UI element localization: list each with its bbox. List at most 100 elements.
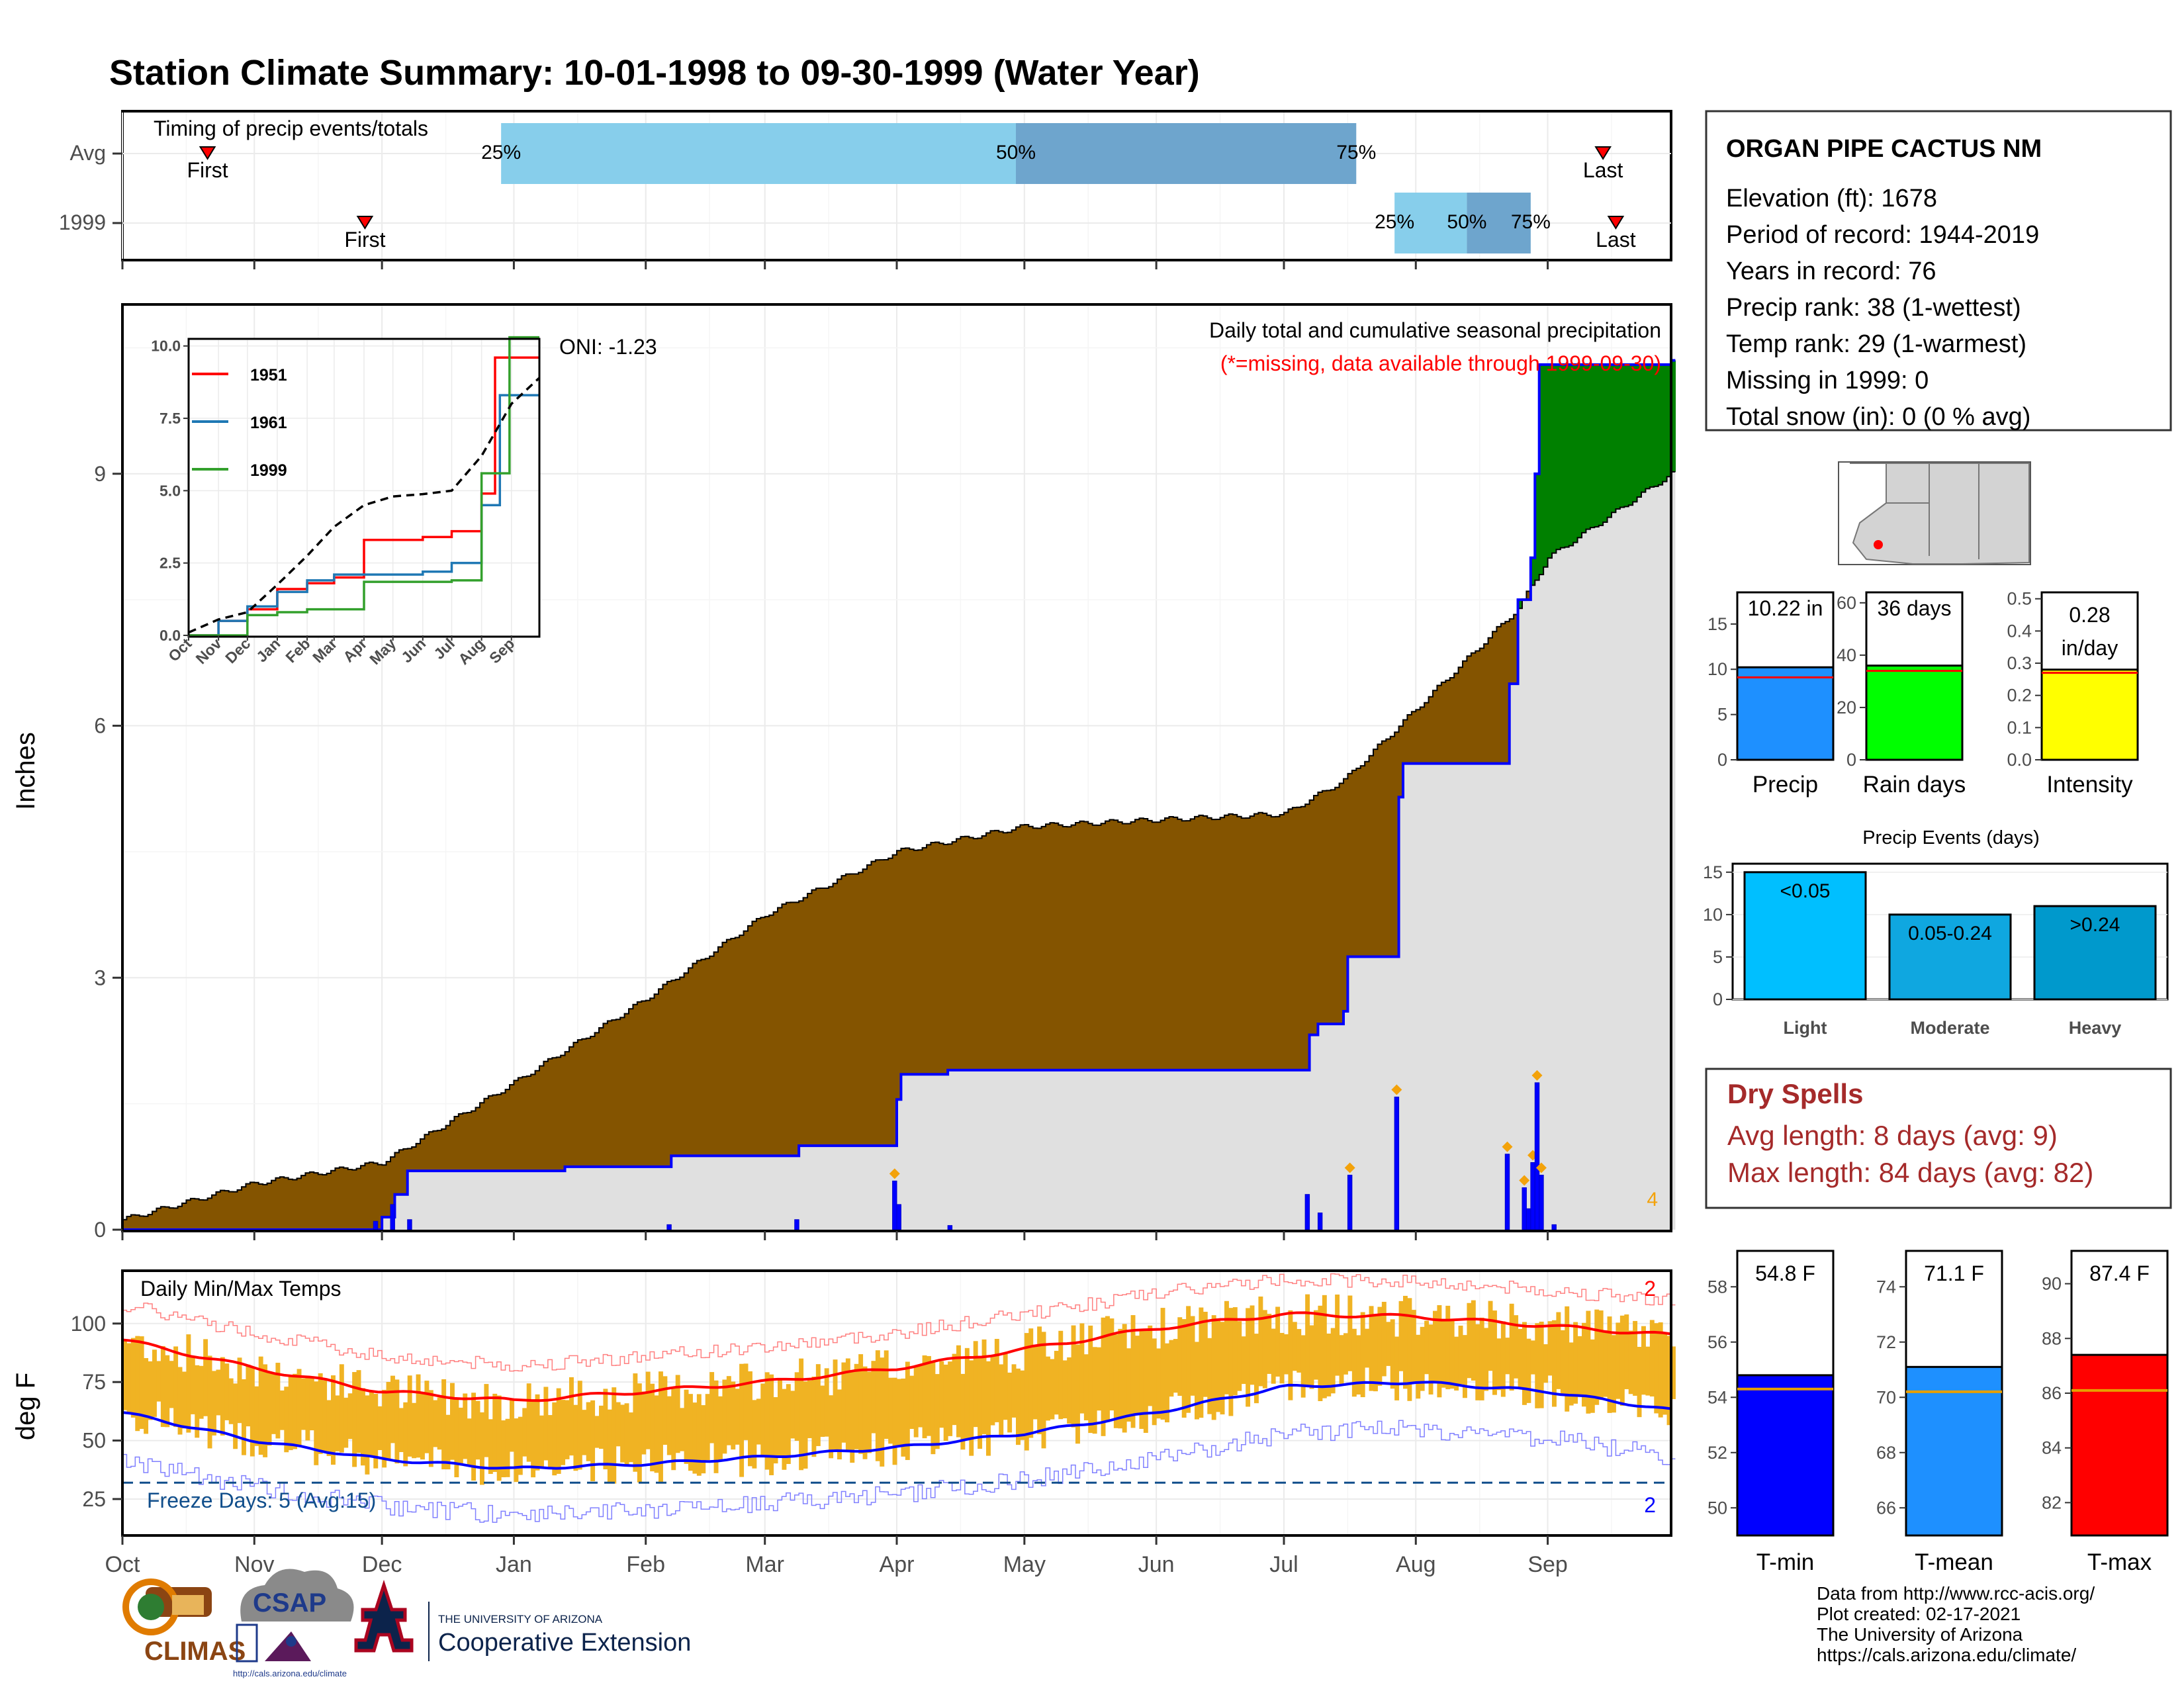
deficit-area-segment — [1220, 817, 1225, 1070]
daily-temp-range-bar — [650, 1383, 655, 1472]
deficit-area-segment — [858, 872, 864, 1146]
summary-bar-rain-days — [1865, 664, 1964, 761]
deficit-area-segment — [582, 1038, 587, 1167]
daily-temp-range-bar — [267, 1371, 272, 1446]
daily-precip-bar — [1522, 1187, 1527, 1230]
deficit-area-segment — [1267, 815, 1272, 1070]
deficit-area-segment — [173, 1208, 179, 1230]
x-tick-label-dec: Dec — [362, 1552, 402, 1577]
deficit-area-segment — [1500, 623, 1506, 764]
deficit-area-segment — [1356, 768, 1361, 957]
daily-temp-range-bar — [1522, 1322, 1527, 1405]
deficit-area-segment — [144, 1216, 149, 1230]
surplus-area-segment — [1645, 364, 1651, 489]
deficit-area-segment — [1471, 653, 1476, 764]
deficit-area-segment — [326, 1173, 332, 1230]
deficit-area-segment — [1416, 709, 1421, 764]
daily-precip-marker — [1391, 1084, 1402, 1095]
deficit-area-segment — [1288, 809, 1293, 1070]
daily-temp-range-bar — [412, 1402, 417, 1459]
deficit-area-segment — [909, 849, 915, 1075]
deficit-area-segment — [1463, 661, 1468, 764]
surplus-area-segment — [1671, 360, 1676, 472]
daily-temp-range-bar — [1300, 1335, 1306, 1398]
daily-temp-range-bar — [1547, 1321, 1553, 1376]
daily-temp-range-bar — [1518, 1328, 1523, 1389]
deficit-area-segment — [361, 1165, 366, 1230]
daily-temp-range-bar — [918, 1365, 923, 1428]
summary-label-precip: Precip — [1752, 772, 1818, 798]
deficit-area-segment — [1433, 690, 1438, 764]
daily-temp-range-bar — [978, 1357, 983, 1449]
temp-y-tick-label-50: 50 — [82, 1429, 106, 1453]
daily-temp-range-bar — [207, 1355, 212, 1449]
daily-temp-range-bar — [1552, 1320, 1557, 1407]
daily-temp-range-bar — [296, 1369, 302, 1447]
station-snow: Total snow (in): 0 (0 % avg) — [1726, 403, 2030, 431]
daily-temp-range-bar — [139, 1336, 144, 1429]
surplus-area-segment — [1658, 364, 1663, 485]
daily-temp-range-bar — [1024, 1333, 1029, 1451]
deficit-area-segment — [1224, 815, 1230, 1070]
deficit-area-segment — [1156, 822, 1161, 1070]
surplus-area-segment — [1624, 364, 1629, 507]
deficit-area-segment — [190, 1198, 195, 1230]
precip-y-axis-title: Inches — [11, 732, 40, 810]
deficit-area-segment — [943, 844, 948, 1075]
deficit-area-segment — [633, 1004, 638, 1167]
daily-precip-bar — [1534, 1082, 1540, 1230]
daily-temp-range-bar — [1284, 1334, 1289, 1375]
daily-precip-bar — [947, 1225, 953, 1230]
daily-temp-range-bar — [561, 1400, 566, 1465]
temp-summary-y-tick-label: 82 — [2042, 1492, 2062, 1512]
temp-summary-y-tick-label: 72 — [1876, 1332, 1896, 1352]
daily-temp-range-bar — [186, 1334, 191, 1433]
daily-temp-range-bar — [743, 1363, 749, 1440]
daily-temp-range-bar — [1062, 1360, 1068, 1418]
daily-temp-range-bar — [948, 1361, 953, 1436]
daily-temp-range-bar — [888, 1377, 893, 1444]
deficit-area-segment — [1173, 817, 1178, 1070]
inset-series-lines — [188, 336, 541, 637]
daily-temp-range-bar — [696, 1394, 702, 1476]
deficit-area-segment — [212, 1195, 217, 1230]
station-years: Years in record: 76 — [1726, 257, 1936, 285]
daily-temp-range-bar — [1390, 1319, 1395, 1389]
deficit-area-segment — [701, 959, 706, 1156]
daily-temp-range-bar — [790, 1391, 796, 1439]
temp-summary-y-tick-label: 50 — [1707, 1498, 1727, 1518]
deficit-area-segment — [1369, 755, 1374, 957]
surplus-area-segment — [1539, 364, 1544, 575]
deficit-area-segment — [1037, 828, 1042, 1070]
daily-temp-range-bar — [339, 1364, 344, 1453]
daily-temp-range-bar — [909, 1375, 915, 1430]
deficit-area-segment — [778, 907, 783, 1156]
deficit-area-segment — [913, 850, 919, 1075]
daily-temp-range-bar — [1586, 1310, 1591, 1414]
deficit-area-segment — [1339, 783, 1344, 1025]
daily-temp-range-bar — [871, 1361, 876, 1434]
x-tick-label-aug: Aug — [1396, 1552, 1436, 1577]
events-y-tick-label: 15 — [1703, 862, 1723, 882]
events-bar-label-moderate: 0.05-0.24 — [1908, 923, 1992, 944]
daily-temp-range-bar — [1645, 1346, 1651, 1396]
daily-temp-range-bar — [990, 1355, 995, 1426]
daily-temp-range-bar — [475, 1400, 480, 1460]
daily-temp-range-bar — [365, 1395, 370, 1475]
daily-temp-range-bar — [633, 1373, 638, 1472]
deficit-area-segment — [1160, 820, 1165, 1070]
record-max-line — [122, 1273, 1676, 1372]
deficit-area-segment — [1484, 643, 1489, 764]
deficit-area-segment — [1199, 815, 1204, 1070]
deficit-area-segment — [228, 1191, 234, 1230]
daily-temp-range-bar — [577, 1381, 582, 1470]
timing-bars: 25% 50% 75% First Last 25% 50% 75% First Last — [187, 123, 1636, 253]
daily-temp-range-bar — [445, 1414, 451, 1470]
daily-temp-range-bar — [518, 1416, 523, 1475]
daily-temp-range-bar — [739, 1363, 745, 1477]
daily-precip-marker — [1531, 1070, 1543, 1081]
deficit-area-segment — [1165, 817, 1170, 1070]
deficit-area-segment — [441, 1128, 447, 1171]
daily-temp-range-bar — [956, 1345, 961, 1438]
summary-label-rain-days: Rain days — [1863, 772, 1966, 798]
